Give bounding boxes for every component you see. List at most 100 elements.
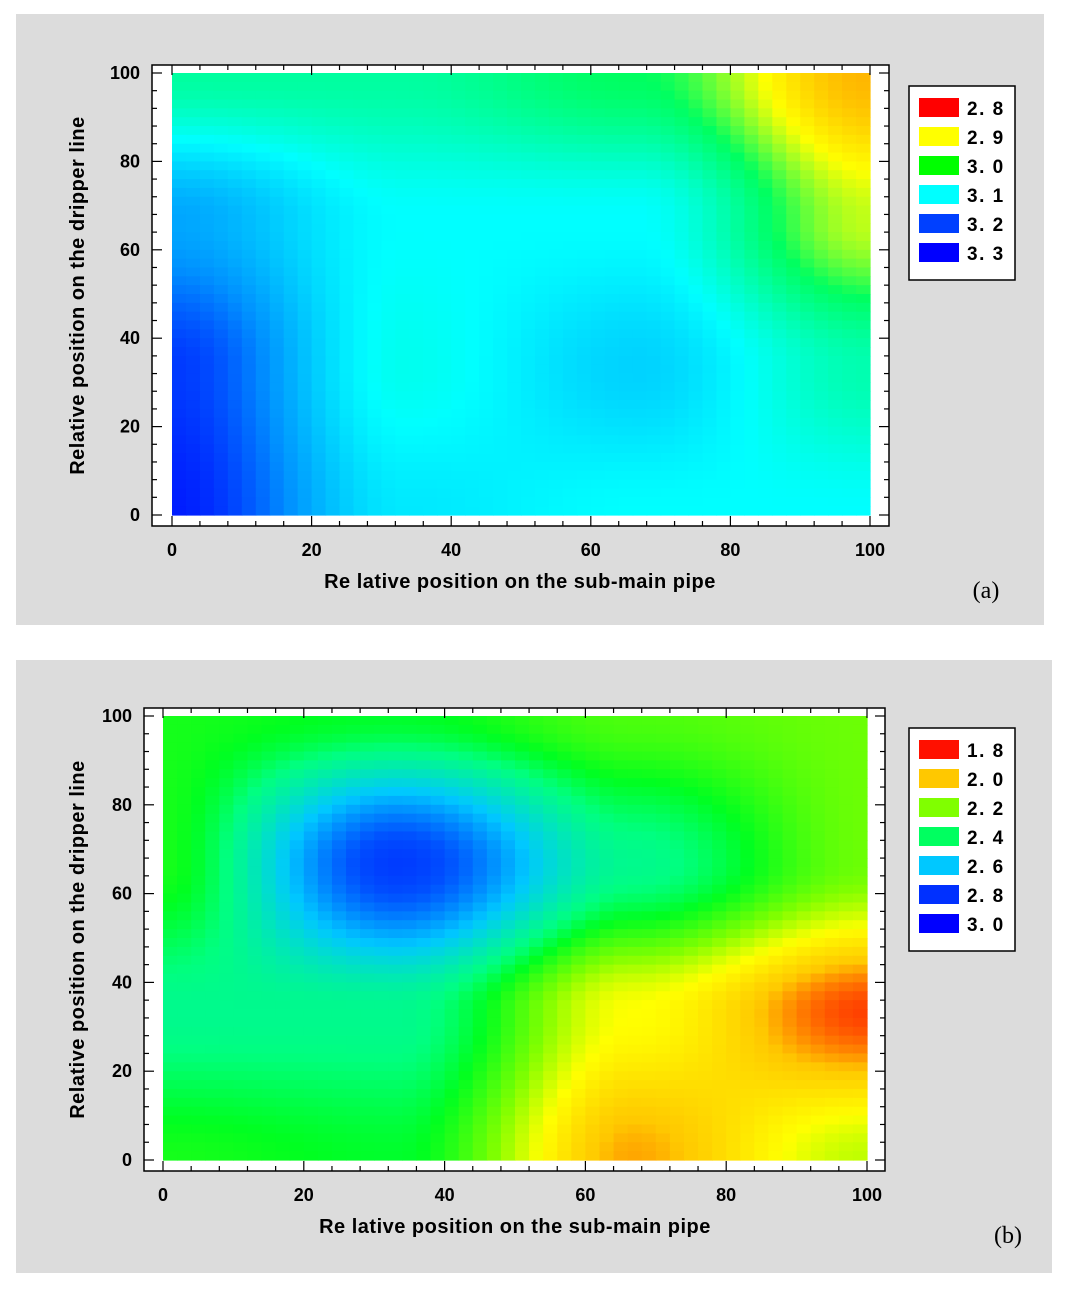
- heatmap-cell: [409, 373, 424, 383]
- heatmap-cell: [444, 849, 460, 859]
- heatmap-cell: [353, 294, 369, 304]
- heatmap-cell: [669, 1000, 685, 1010]
- heatmap-cell: [842, 479, 857, 490]
- heatmap-cell: [842, 400, 857, 410]
- heatmap-cell: [627, 1115, 643, 1126]
- heatmap-cell: [534, 276, 550, 286]
- heatmap-cell: [796, 902, 812, 912]
- heatmap-cell: [444, 884, 460, 895]
- heatmap-cell: [521, 126, 536, 136]
- heatmap-cell: [824, 982, 840, 992]
- heatmap-cell: [172, 99, 187, 109]
- heatmap-cell: [557, 946, 572, 957]
- heatmap-cell: [479, 408, 494, 419]
- heatmap-cell: [543, 742, 558, 753]
- heatmap-cell: [796, 875, 812, 886]
- heatmap-cell: [172, 302, 187, 313]
- heatmap-cell: [331, 822, 347, 833]
- heatmap-cell: [233, 804, 249, 815]
- heatmap-cell: [726, 1080, 741, 1090]
- heatmap-cell: [374, 858, 389, 868]
- heatmap-cell: [451, 400, 466, 410]
- heatmap-cell: [810, 760, 826, 770]
- heatmap-cell: [852, 1000, 868, 1010]
- heatmap-cell: [297, 320, 313, 330]
- heatmap-cell: [367, 461, 382, 472]
- heatmap-cell: [627, 973, 643, 983]
- heatmap-cell: [317, 724, 333, 735]
- heatmap-cell: [548, 497, 564, 507]
- heatmap-cell: [402, 795, 418, 806]
- heatmap-cell: [353, 240, 369, 251]
- heatmap-cell: [353, 506, 369, 516]
- heatmap-cell: [515, 1115, 530, 1126]
- heatmap-cell: [810, 938, 826, 948]
- heatmap-cell: [395, 196, 410, 207]
- heatmap-cell: [437, 276, 452, 286]
- heatmap-cell: [716, 205, 731, 216]
- heatmap-cell: [669, 1035, 685, 1046]
- heatmap-cell: [444, 778, 460, 788]
- heatmap-cell: [213, 382, 229, 392]
- heatmap-cell: [576, 497, 592, 507]
- heatmap-cell: [458, 822, 474, 833]
- heatmap-cell: [856, 444, 871, 454]
- heatmap-cell: [599, 1017, 615, 1028]
- heatmap-cell: [852, 795, 868, 806]
- heatmap-cell: [395, 179, 410, 189]
- heatmap-cell: [185, 497, 201, 507]
- heatmap-cell: [646, 294, 662, 304]
- heatmap-cell: [674, 232, 690, 242]
- heatmap-cell: [500, 884, 516, 895]
- heatmap-cell: [395, 435, 410, 445]
- heatmap-cell: [163, 742, 178, 753]
- heatmap-cell: [261, 769, 277, 779]
- heatmap-cell: [472, 893, 488, 904]
- heatmap-cell: [856, 126, 871, 136]
- heatmap-cell: [599, 787, 615, 797]
- heatmap-cell: [353, 408, 369, 419]
- heatmap-cell: [325, 187, 341, 198]
- heatmap-cell: [444, 893, 460, 904]
- heatmap-cell: [772, 479, 787, 490]
- heatmap-cell: [423, 426, 438, 437]
- heatmap-cell: [852, 920, 868, 930]
- heatmap-cell: [360, 1071, 375, 1081]
- heatmap-cell: [493, 364, 508, 375]
- heatmap-cell: [451, 285, 466, 295]
- heatmap-cell: [688, 81, 704, 92]
- heatmap-cell: [828, 223, 843, 233]
- heatmap-cell: [627, 1009, 643, 1019]
- heatmap-cell: [726, 742, 741, 753]
- heatmap-cell: [199, 117, 215, 127]
- heatmap-cell: [479, 117, 494, 127]
- heatmap-cell: [632, 143, 648, 154]
- heatmap-cell: [618, 179, 634, 189]
- heatmap-cell: [247, 964, 263, 975]
- heatmap-cell: [402, 1115, 418, 1126]
- heatmap-cell: [311, 276, 327, 286]
- heatmap-cell: [493, 461, 508, 472]
- heatmap-cell: [688, 152, 704, 162]
- heatmap-cell: [772, 453, 787, 463]
- heatmap-cell: [599, 938, 615, 948]
- heatmap-cell: [744, 479, 759, 490]
- heatmap-cell: [451, 73, 466, 83]
- heatmap-cell: [521, 417, 536, 428]
- heatmap-cell: [599, 849, 615, 859]
- heatmap-cell: [810, 1009, 826, 1019]
- heatmap-cell: [590, 152, 606, 162]
- heatmap-cell: [163, 875, 178, 886]
- heatmap-cell: [275, 840, 291, 850]
- heatmap-cell: [297, 444, 313, 454]
- heatmap-cell: [543, 1000, 558, 1010]
- heatmap-cell: [548, 391, 564, 401]
- heatmap-cell: [557, 822, 572, 833]
- heatmap-cell: [838, 991, 854, 1001]
- heatmap-cell: [381, 329, 396, 339]
- heatmap-cell: [585, 1124, 601, 1134]
- heatmap-cell: [842, 99, 857, 109]
- heatmap-cell: [669, 911, 685, 921]
- heatmap-cell: [465, 391, 480, 401]
- heatmap-cell: [632, 170, 648, 180]
